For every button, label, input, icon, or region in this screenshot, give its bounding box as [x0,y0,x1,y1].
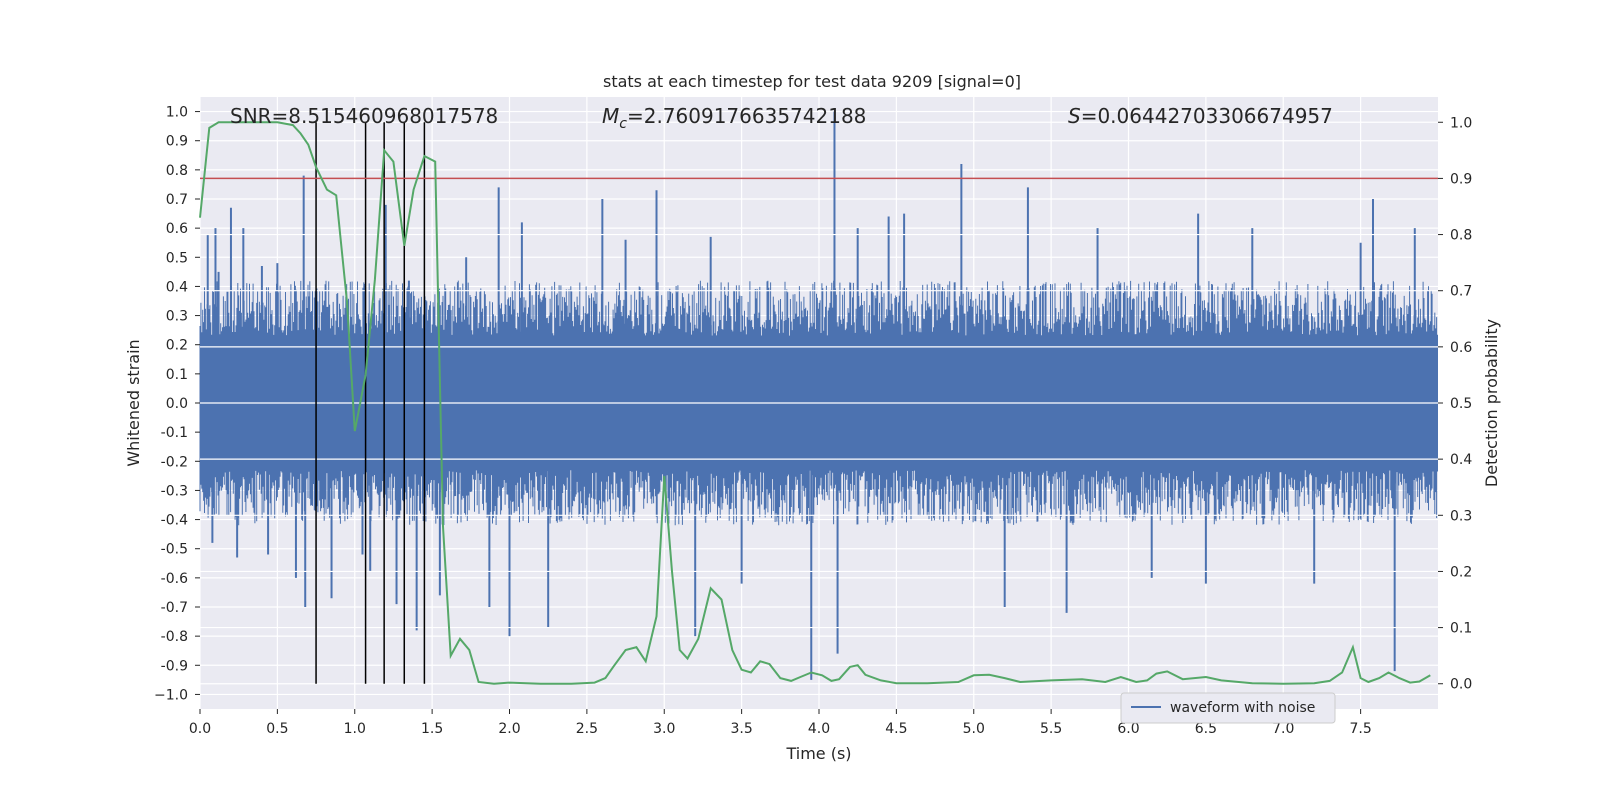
left-y-tick-label: −1.0 [154,687,188,703]
right-y-tick-label: 0.2 [1450,564,1472,580]
left-y-axis-label: Whitened strain [124,339,143,466]
left-y-tick-label: -0.5 [161,542,188,558]
x-tick-label: 2.5 [576,721,598,737]
left-y-tick-label: 0.0 [166,396,188,412]
chirp-mass-value: =2.7609176635742188 [627,104,866,128]
left-y-tick-label: 0.4 [166,279,188,295]
left-y-tick-label: -0.6 [161,571,188,587]
right-y-tick-label: 0.0 [1450,677,1472,693]
left-y-tick-label: 1.0 [166,105,188,121]
x-tick-label: 2.0 [498,721,520,737]
detection-probability-line [199,121,1431,685]
snr-annotation: SNR=8.515460968017578 [230,104,498,128]
left-y-tick-label: -0.4 [161,513,188,529]
x-tick-label: 4.0 [808,721,830,737]
x-tick-label: 6.5 [1195,721,1217,737]
left-y-tick-label: 0.6 [166,221,188,237]
right-y-tick-label: 1.0 [1450,115,1472,131]
left-y-tick-label: 0.7 [166,192,188,208]
x-tick-label: 3.0 [653,721,675,737]
chirp-mass-subscript: c [619,116,627,132]
legend: waveform with noise [1120,692,1336,724]
left-y-tick-label: -0.2 [161,454,188,470]
left-y-tick-label: 0.8 [166,163,188,179]
x-axis-label: Time (s) [785,744,851,763]
x-tick-labels: 0.0 0.5 1.0 1.5 2.0 2.5 3.0 3.5 4.0 4.5 5.0 5.5 6.0 6… [189,709,1372,737]
x-tick-label: 1.5 [421,721,443,737]
waveform-noise-band [199,280,1438,526]
left-y-tick-label: 0.3 [166,309,188,325]
chirp-mass-annotation: Mc=2.7609176635742188 [602,104,866,132]
x-tick-label: 7.5 [1349,721,1371,737]
right-y-axis-label: Detection probability [1482,319,1501,487]
x-tick-label: 1.0 [344,721,366,737]
x-tick-label: 5.0 [963,721,985,737]
stat-value: =0.06442703306674957 [1081,104,1333,128]
chart-title: stats at each timestep for test data 920… [603,72,1021,91]
right-y-tick-label: 0.9 [1450,171,1472,187]
left-y-tick-label: -0.8 [161,629,188,645]
right-y-tick-labels: 1.0 0.9 0.8 0.7 0.6 0.5 0.4 0.3 0.2 0.1 0.0 [1438,115,1472,693]
right-y-tick-label: 0.1 [1450,621,1472,637]
x-tick-label: 4.5 [885,721,907,737]
left-y-tick-label: 0.5 [166,250,188,266]
x-tick-label: 7.0 [1272,721,1294,737]
waveform-series [199,111,1438,680]
right-y-tick-label: 0.4 [1450,452,1472,468]
right-y-tick-label: 0.5 [1450,396,1472,412]
stat-symbol: S [1068,104,1081,128]
chirp-mass-symbol: M [602,104,619,128]
left-y-tick-label: -0.3 [161,483,188,499]
snr-stat-annotation: S=0.06442703306674957 [1068,104,1333,128]
right-y-tick-label: 0.7 [1450,284,1472,300]
left-y-tick-labels: 1.0 0.9 0.8 0.7 0.6 0.5 0.4 0.3 0.2 0.1 0.0 -0.1 -0.… [154,105,200,703]
legend-label: waveform with noise [1170,700,1315,716]
left-y-tick-label: 0.1 [166,367,188,383]
x-tick-label: 0.5 [266,721,288,737]
x-tick-label: 6.0 [1117,721,1139,737]
left-y-tick-label: 0.2 [166,338,188,354]
left-y-tick-label: -0.7 [161,600,188,616]
left-y-tick-label: 0.9 [166,134,188,150]
left-y-tick-label: -0.9 [161,658,188,674]
right-y-tick-label: 0.3 [1450,508,1472,524]
vertical-markers [315,122,426,684]
right-y-tick-label: 0.8 [1450,228,1472,244]
left-y-tick-label: -0.1 [161,425,188,441]
right-y-tick-label: 0.6 [1450,340,1472,356]
x-tick-label: 3.5 [730,721,752,737]
x-tick-label: 0.0 [189,721,211,737]
legend-box [1120,692,1336,724]
x-tick-label: 5.5 [1040,721,1062,737]
